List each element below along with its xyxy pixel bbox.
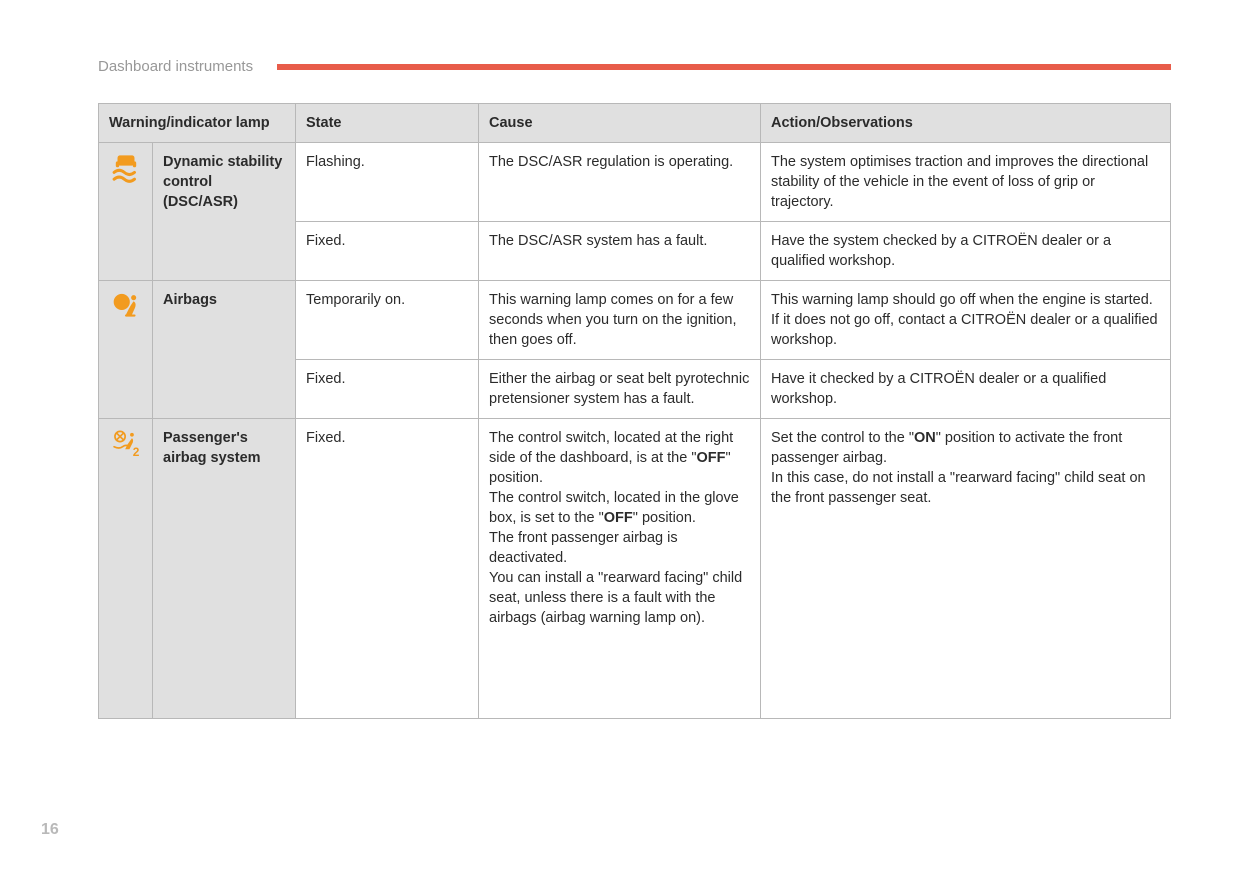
passenger-airbag-off-icon: 2 (109, 428, 143, 462)
table-row: Airbags Temporarily on. This warning lam… (99, 281, 1171, 360)
dsc-r2-state: Fixed. (296, 222, 479, 281)
table-row: 2 Passenger's airbag system Fixed. The c… (99, 419, 1171, 719)
bold-off-1: OFF (696, 450, 725, 466)
dsc-r2-action: Have the system checked by a CITROËN dea… (761, 222, 1171, 281)
col-header-lamp: Warning/indicator lamp (99, 104, 296, 143)
warning-indicator-table: Warning/indicator lamp State Cause Actio… (98, 103, 1171, 719)
text: The front passenger airbag is deactivate… (489, 530, 678, 566)
text: Set the control to the " (771, 430, 914, 446)
text: In this case, do not install a "rearward… (771, 470, 1146, 506)
airbag-name-cell: Airbags (153, 281, 296, 419)
text: You can install a "rearward facing" chil… (489, 570, 742, 626)
airbag-icon (109, 290, 143, 324)
text: " position. (633, 510, 696, 526)
dsc-r1-cause: The DSC/ASR regulation is operating. (479, 143, 761, 222)
airbag-r2-cause: Either the airbag or seat belt pyrotechn… (479, 360, 761, 419)
dsc-name-cell: Dynamic stability control (DSC/ASR) (153, 143, 296, 281)
passenger-state: Fixed. (296, 419, 479, 719)
svg-text:2: 2 (133, 445, 140, 459)
dsc-r2-cause: The DSC/ASR system has a fault. (479, 222, 761, 281)
dsc-icon-cell (99, 143, 153, 281)
bold-on: ON (914, 430, 936, 446)
passenger-airbag-icon-cell: 2 (99, 419, 153, 719)
passenger-name-cell: Passenger's airbag system (153, 419, 296, 719)
col-header-state: State (296, 104, 479, 143)
airbag-r1-action: This warning lamp should go off when the… (761, 281, 1171, 360)
bold-off-2: OFF (604, 510, 633, 526)
table-row: Dynamic stability control (DSC/ASR) Flas… (99, 143, 1171, 222)
header-accent-bar (277, 64, 1171, 70)
col-header-cause: Cause (479, 104, 761, 143)
airbag-icon-cell (99, 281, 153, 419)
page-header: Dashboard instruments (98, 58, 1171, 75)
dsc-r1-action: The system optimises traction and improv… (761, 143, 1171, 222)
passenger-cause: The control switch, located at the right… (479, 419, 761, 719)
airbag-r1-cause: This warning lamp comes on for a few sec… (479, 281, 761, 360)
page-content: Dashboard instruments Warning/indicator … (0, 0, 1241, 719)
table-header-row: Warning/indicator lamp State Cause Actio… (99, 104, 1171, 143)
passenger-action: Set the control to the "ON" position to … (761, 419, 1171, 719)
section-title: Dashboard instruments (98, 58, 253, 75)
dsc-skid-icon (109, 152, 143, 186)
col-header-action: Action/Observations (761, 104, 1171, 143)
page-number: 16 (41, 821, 59, 839)
dsc-r1-state: Flashing. (296, 143, 479, 222)
airbag-r2-state: Fixed. (296, 360, 479, 419)
airbag-r1-state: Temporarily on. (296, 281, 479, 360)
airbag-r2-action: Have it checked by a CITROËN dealer or a… (761, 360, 1171, 419)
